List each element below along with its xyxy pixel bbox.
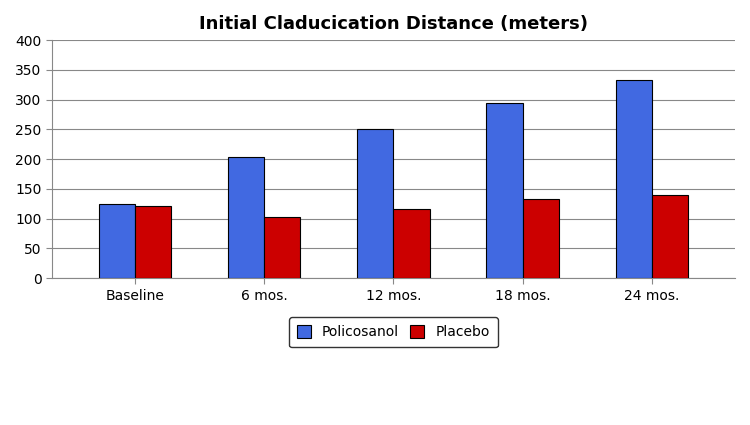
Title: Initial Claducication Distance (meters): Initial Claducication Distance (meters)	[199, 15, 588, 33]
Bar	[135, 206, 171, 278]
Bar	[523, 199, 559, 278]
Bar	[357, 129, 394, 278]
Bar	[616, 80, 652, 278]
Bar	[652, 195, 688, 278]
Legend: Policosanol, Placebo: Policosanol, Placebo	[289, 317, 498, 348]
Bar	[394, 209, 430, 278]
Bar	[264, 217, 301, 278]
Bar	[487, 102, 523, 278]
Bar	[99, 204, 135, 278]
Bar	[228, 157, 264, 278]
